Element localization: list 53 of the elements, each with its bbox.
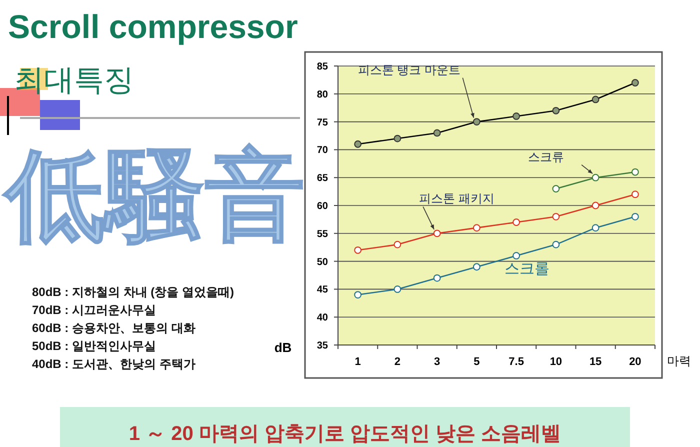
series-label: 스크롤: [504, 260, 550, 278]
y-tick-label: 80: [316, 89, 328, 100]
y-axis-title: dB: [274, 340, 292, 355]
point: [433, 230, 441, 238]
point: [472, 263, 480, 271]
point: [394, 286, 402, 293]
text: 40dB : 도서관、한낮의 주택가: [32, 357, 196, 371]
x-tick-label: 3: [434, 356, 440, 368]
y-tick-label: 70: [316, 145, 328, 156]
y-tick-label: 40: [316, 312, 328, 324]
point: [472, 224, 480, 232]
point: [433, 274, 441, 282]
point: [631, 168, 639, 176]
text: 70dB : 시끄러운사무실: [32, 303, 156, 317]
text: 최대특징: [14, 64, 134, 97]
text: 80dB : 지하철의 차내 (창을 열었을때): [32, 285, 234, 299]
point: [552, 185, 560, 192]
point: [512, 252, 520, 260]
text: 60dB : 승용차안、보통의 대화: [32, 321, 196, 335]
point: [592, 224, 600, 232]
point: [512, 218, 520, 226]
y-tick-label: 35: [316, 340, 328, 352]
point: [552, 240, 560, 248]
y-tick-label: 50: [316, 256, 328, 268]
text: 1 ～ 20 마력의 압축기로 압도적인 낮은 소음레벨: [128, 423, 562, 445]
y-tick-label: 55: [316, 228, 328, 240]
series-label: 피스톤 패키지: [419, 192, 495, 206]
series-label: 스크류: [528, 150, 564, 164]
y-tick-label: 85: [316, 62, 328, 72]
y-tick-label: 65: [316, 173, 328, 184]
x-axis-title: 마력: [667, 354, 691, 368]
text: 低騷音: [1, 136, 305, 254]
point: [631, 190, 639, 198]
point: [552, 212, 560, 220]
point: [631, 212, 639, 220]
y-tick-label: 45: [316, 284, 328, 296]
x-tick-label: 15: [589, 356, 602, 368]
text: 50dB : 일반적인사무실: [32, 339, 156, 353]
x-tick-label: 1: [354, 356, 361, 368]
x-tick-label: 2: [394, 356, 400, 368]
point: [592, 202, 600, 210]
point: [394, 240, 402, 248]
x-tick-label: 20: [629, 356, 642, 368]
chart-title: Scroll compressor: [8, 8, 298, 45]
text: 피스톤 탱크 마운트: [358, 62, 460, 77]
point: [354, 291, 362, 298]
x-tick-label: 10: [550, 356, 562, 368]
x-tick-label: 7.5: [508, 356, 524, 368]
y-tick-label: 75: [316, 117, 328, 128]
y-tick-label: 60: [316, 201, 328, 212]
x-tick-label: 5: [474, 356, 480, 368]
point: [592, 174, 600, 182]
point: [354, 246, 362, 254]
